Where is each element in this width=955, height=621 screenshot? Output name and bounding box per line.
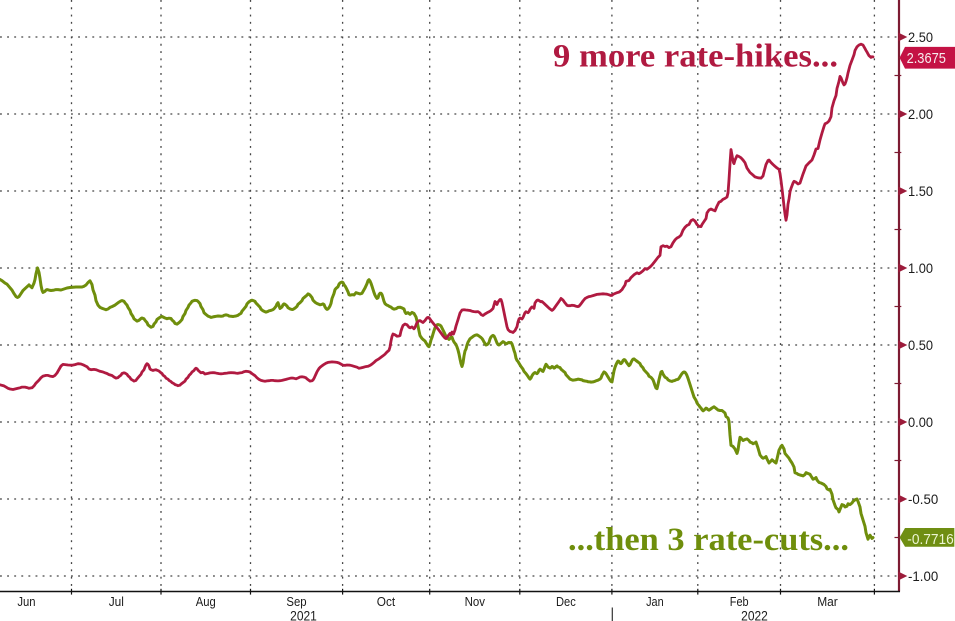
svg-text:Oct: Oct	[377, 594, 396, 609]
svg-text:Jan: Jan	[646, 594, 664, 609]
svg-text:2.50: 2.50	[908, 29, 933, 45]
svg-text:...then 3 rate-cuts...: ...then 3 rate-cuts...	[568, 522, 849, 558]
svg-text:Mar: Mar	[817, 594, 838, 609]
svg-text:2.00: 2.00	[908, 106, 933, 122]
svg-text:-1.00: -1.00	[908, 568, 938, 584]
svg-text:Aug: Aug	[196, 594, 216, 609]
svg-text:9 more rate-hikes...: 9 more rate-hikes...	[553, 39, 838, 75]
svg-text:2021: 2021	[290, 608, 317, 621]
svg-text:1.50: 1.50	[908, 183, 933, 199]
svg-text:Nov: Nov	[465, 594, 486, 609]
svg-text:0.50: 0.50	[908, 337, 933, 353]
svg-text:2.3675: 2.3675	[907, 50, 946, 67]
svg-text:-0.7716: -0.7716	[907, 532, 954, 548]
svg-text:-0.50: -0.50	[908, 491, 938, 507]
svg-text:Dec: Dec	[556, 594, 576, 609]
svg-text:2022: 2022	[741, 608, 768, 621]
svg-text:Jul: Jul	[109, 594, 124, 609]
svg-text:Feb: Feb	[730, 594, 749, 609]
svg-text:1.00: 1.00	[908, 260, 933, 276]
svg-text:Jun: Jun	[17, 594, 35, 609]
svg-text:0.00: 0.00	[908, 414, 933, 430]
svg-text:Sep: Sep	[286, 594, 306, 609]
